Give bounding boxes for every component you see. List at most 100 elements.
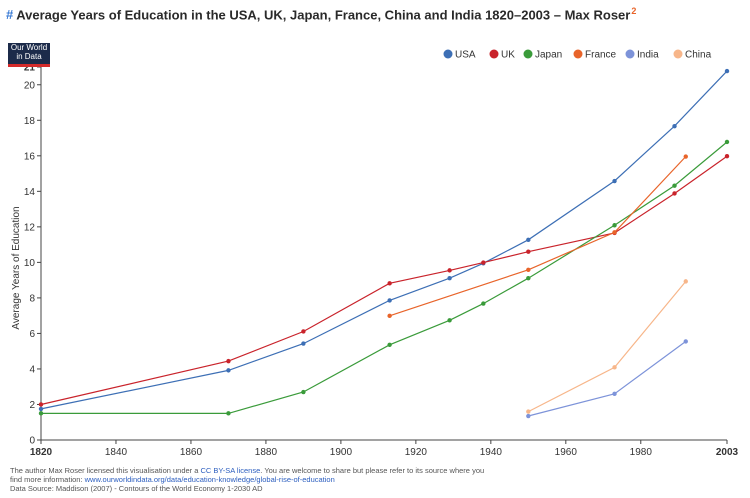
- legend-marker: [625, 49, 635, 59]
- x-tick-label: 1880: [255, 447, 278, 458]
- data-point[interactable]: [526, 267, 531, 273]
- source-link[interactable]: www.ourworldindata.org/data/education-kn…: [84, 475, 335, 484]
- series-line: [528, 340, 687, 417]
- data-point[interactable]: [226, 358, 231, 364]
- logo-line1: Our World: [10, 43, 48, 52]
- data-point[interactable]: [683, 154, 688, 159]
- data-point[interactable]: [38, 402, 44, 407]
- legend-item-india[interactable]: India: [625, 49, 660, 61]
- footer: The author Max Roser licensed this visua…: [10, 466, 610, 493]
- data-point[interactable]: [683, 279, 688, 284]
- data-point[interactable]: [226, 368, 231, 373]
- data-point[interactable]: [526, 249, 531, 254]
- title-hash[interactable]: #: [6, 7, 14, 23]
- y-tick-label: 20: [24, 80, 36, 91]
- y-axis-label: Average Years of Education: [11, 206, 22, 329]
- data-point[interactable]: [447, 275, 452, 281]
- legend-marker: [489, 49, 499, 59]
- data-point[interactable]: [612, 223, 617, 228]
- series-line: [41, 141, 728, 414]
- data-point[interactable]: [301, 389, 306, 395]
- x-tick-label: 1900: [330, 447, 353, 458]
- x-tick-label: 1960: [555, 447, 578, 458]
- data-point[interactable]: [387, 342, 392, 347]
- data-point[interactable]: [526, 237, 531, 243]
- x-tick-label: 1820: [30, 447, 53, 458]
- legend-label: USA: [455, 50, 476, 61]
- data-point[interactable]: [526, 409, 531, 414]
- x-tick-label: 1940: [480, 447, 503, 458]
- y-tick-label: 12: [24, 222, 36, 233]
- legend-item-france[interactable]: France: [573, 49, 617, 61]
- legend-label: France: [585, 50, 617, 61]
- data-point[interactable]: [301, 329, 306, 334]
- legend-marker: [573, 49, 583, 59]
- title-text: Average Years of Education in the USA, U…: [16, 7, 631, 23]
- legend-item-usa[interactable]: USA: [443, 49, 476, 61]
- data-point[interactable]: [387, 298, 392, 303]
- x-tick-label: 1840: [105, 447, 128, 458]
- series-line: [40, 70, 728, 410]
- legend-label: India: [637, 50, 659, 61]
- data-point[interactable]: [38, 411, 44, 416]
- series-china: [526, 279, 688, 414]
- owid-logo[interactable]: Our World in Data: [8, 43, 50, 67]
- series-line: [389, 156, 687, 317]
- x-tick-label: 2003: [716, 447, 739, 458]
- y-tick-label: 2: [29, 400, 35, 411]
- series-japan: [38, 139, 730, 416]
- data-point[interactable]: [526, 275, 531, 281]
- data-point[interactable]: [226, 411, 231, 416]
- logo-line2: in Data: [16, 51, 42, 61]
- series-india: [526, 339, 688, 419]
- data-point[interactable]: [672, 183, 677, 188]
- y-tick-label: 8: [29, 293, 35, 304]
- data-point[interactable]: [447, 268, 452, 273]
- data-point[interactable]: [447, 318, 452, 323]
- legend-marker: [443, 49, 453, 59]
- data-point[interactable]: [481, 260, 486, 265]
- data-point[interactable]: [481, 301, 486, 306]
- series-lines: [38, 68, 730, 419]
- x-tick-label: 1860: [180, 447, 203, 458]
- license-link[interactable]: CC BY-SA license: [200, 466, 261, 475]
- title-footnote[interactable]: 2: [631, 6, 637, 16]
- series-uk: [38, 153, 730, 407]
- y-tick-label: 21: [24, 63, 36, 74]
- y-tick-label: 10: [24, 258, 36, 269]
- data-point[interactable]: [724, 139, 730, 145]
- x-tick-label: 1980: [630, 447, 653, 458]
- y-tick-label: 6: [29, 329, 35, 340]
- data-point[interactable]: [301, 341, 306, 346]
- data-point[interactable]: [387, 313, 392, 319]
- legend-marker: [523, 49, 533, 59]
- data-point[interactable]: [526, 413, 531, 419]
- series-france: [387, 154, 688, 319]
- legend-item-uk[interactable]: UK: [489, 49, 516, 61]
- data-point[interactable]: [683, 339, 688, 344]
- legend-label: Japan: [535, 50, 562, 61]
- data-point[interactable]: [612, 230, 617, 235]
- series-line: [528, 281, 687, 413]
- y-tick-label: 18: [24, 116, 36, 127]
- data-point[interactable]: [724, 68, 730, 74]
- x-tick-label: 1920: [405, 447, 428, 458]
- data-point[interactable]: [612, 365, 617, 370]
- data-point[interactable]: [672, 191, 677, 196]
- data-point[interactable]: [612, 391, 617, 397]
- footer-text-3: find more information:: [10, 475, 85, 484]
- chart-title: # Average Years of Education in the USA, …: [6, 6, 636, 22]
- data-point[interactable]: [387, 281, 392, 286]
- legend: USA UK Japan France India China: [443, 49, 712, 61]
- data-point[interactable]: [38, 406, 44, 412]
- data-point[interactable]: [672, 123, 677, 129]
- data-point[interactable]: [724, 153, 730, 159]
- data-point[interactable]: [612, 178, 617, 184]
- legend-label: UK: [501, 50, 515, 61]
- legend-item-china[interactable]: China: [673, 49, 712, 61]
- y-tick-label: 14: [24, 187, 36, 198]
- legend-marker: [673, 49, 683, 59]
- legend-item-japan[interactable]: Japan: [523, 49, 563, 61]
- footer-text-2: . You are welcome to share but please re…: [260, 466, 485, 475]
